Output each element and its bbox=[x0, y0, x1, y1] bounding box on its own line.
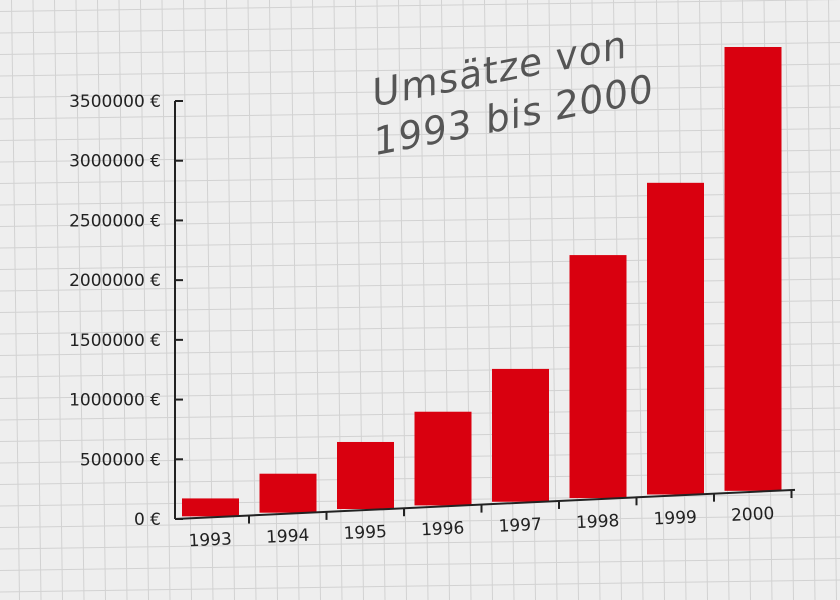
grid-line-h bbox=[0, 257, 840, 270]
y-tick-label: 1000000 € bbox=[69, 391, 161, 411]
grid-line-v bbox=[785, 0, 794, 600]
grid-line-v bbox=[118, 0, 128, 600]
grid-line-h bbox=[0, 515, 840, 528]
grid-line-h bbox=[0, 85, 840, 98]
grid-line-v bbox=[634, 0, 644, 600]
grid-line-h bbox=[0, 42, 840, 55]
grid-line-v bbox=[484, 0, 493, 600]
grid-line-h bbox=[0, 364, 840, 378]
grid-line-h bbox=[0, 106, 840, 120]
grid-line-v bbox=[806, 0, 816, 600]
x-tick-label: 1999 bbox=[653, 507, 697, 529]
x-tick-label: 2000 bbox=[731, 504, 775, 526]
grid-line-v bbox=[548, 0, 558, 600]
bar-1995 bbox=[337, 441, 394, 510]
grid-line-h bbox=[0, 192, 840, 206]
grid-line-h bbox=[0, 235, 840, 249]
grid-line-v bbox=[54, 0, 63, 600]
grid-line-h bbox=[0, 579, 840, 593]
x-tick-label: 1998 bbox=[576, 511, 620, 533]
grid-line-v bbox=[75, 0, 85, 600]
bar-1996 bbox=[414, 411, 472, 506]
x-tick-label: 1996 bbox=[421, 518, 465, 540]
grid-line-h bbox=[0, 149, 840, 163]
bars bbox=[182, 46, 782, 517]
grid-line-h bbox=[0, 536, 840, 550]
y-tick-label: 1500000 € bbox=[69, 331, 161, 351]
grid-line-h bbox=[0, 63, 840, 77]
bar-1994 bbox=[259, 473, 317, 513]
grid-line-h bbox=[0, 0, 840, 12]
y-tick-label: 500000 € bbox=[80, 450, 161, 470]
x-tick-label: 1997 bbox=[498, 515, 542, 537]
grid-line-v bbox=[333, 0, 343, 600]
grid-line-v bbox=[312, 0, 321, 600]
x-tick-label: 1994 bbox=[266, 526, 310, 548]
grid-line-h bbox=[0, 300, 840, 313]
grid-line-h bbox=[0, 20, 840, 34]
bar-1998 bbox=[569, 255, 627, 499]
grid-line-v bbox=[97, 0, 106, 600]
grid-line-h bbox=[0, 128, 840, 141]
grid-line-v bbox=[247, 0, 257, 600]
y-tick-label: 3000000 € bbox=[69, 152, 161, 172]
grid-line-h bbox=[0, 171, 840, 184]
bar-1997 bbox=[492, 368, 549, 502]
axes bbox=[174, 100, 796, 524]
grid-line-h bbox=[0, 558, 840, 571]
grid-line-v bbox=[140, 0, 149, 600]
grid-line-v bbox=[32, 0, 42, 600]
grid-line-v bbox=[11, 0, 20, 600]
x-tick-label: 1995 bbox=[343, 522, 387, 544]
bar-2000 bbox=[724, 46, 782, 491]
grid-line-v bbox=[161, 0, 171, 600]
y-tick-label: 2000000 € bbox=[69, 271, 161, 291]
y-tick-label: 0 € bbox=[134, 510, 161, 530]
x-tick-label: 1993 bbox=[188, 529, 232, 551]
y-tick-label: 3500000 € bbox=[69, 92, 161, 112]
bar-1999 bbox=[647, 182, 704, 495]
grid-line-v bbox=[828, 0, 837, 600]
bar-1993 bbox=[182, 498, 239, 517]
y-tick-label: 2500000 € bbox=[69, 211, 161, 231]
tick-labels: 0 € 500000 € 1000000 € 1500000 € 2000000 € 25… bbox=[69, 92, 775, 551]
x-axis bbox=[174, 488, 796, 520]
